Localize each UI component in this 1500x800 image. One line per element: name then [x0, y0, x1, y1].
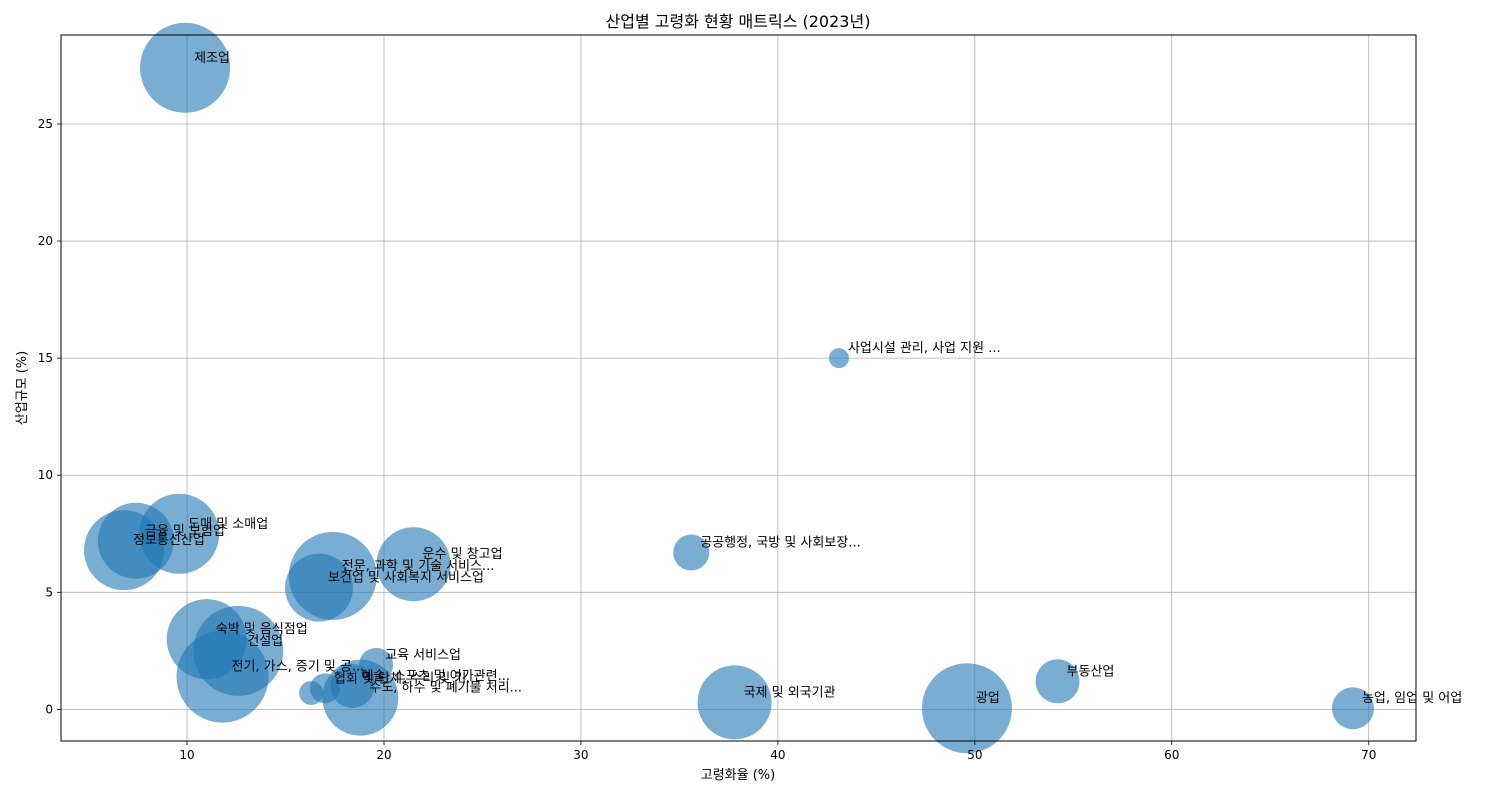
point-label: 보건업 및 사회복지 서비스업	[328, 571, 484, 586]
point-label: 수도, 하수 및 폐기물 처리...	[369, 681, 522, 696]
point-label: 전기, 가스, 증기 및 공...	[231, 660, 364, 675]
point-label: 숙박 및 음식점업	[216, 622, 308, 637]
point-label: 공공행정, 국방 및 사회보장...	[700, 534, 861, 550]
x-tick-label: 40	[770, 748, 785, 762]
point-label: 정보통신산업	[133, 533, 205, 548]
point-label: 제조업	[194, 51, 230, 66]
x-tick-label: 10	[179, 748, 194, 762]
point-label: 교육 서비스업	[385, 648, 461, 663]
bubble-point	[299, 680, 324, 705]
point-label: 금융 및 보험업	[145, 524, 225, 539]
bubble-point	[285, 553, 354, 622]
x-tick-label: 30	[573, 748, 588, 762]
bubble-point	[84, 510, 165, 591]
x-axis-ticks: 10 20 30 40 50 60 70	[179, 741, 1376, 762]
grid-lines	[61, 35, 1416, 741]
bubble-point	[828, 348, 849, 369]
point-label: 국제 및 외국기관	[744, 685, 836, 700]
point-label: 광업	[976, 691, 1000, 706]
x-tick-label: 50	[967, 748, 982, 762]
y-tick-label: 5	[45, 585, 53, 599]
y-axis-ticks: 0 5 10 15 20 25	[38, 117, 61, 716]
plot-frame	[60, 34, 1417, 742]
bubble-point	[176, 630, 269, 723]
x-tick-label: 20	[376, 748, 391, 762]
x-axis-label: 고령화율 (%)	[701, 768, 775, 783]
bubble-point	[140, 22, 231, 113]
chart-title: 산업별 고령화 현황 매트릭스 (2023년)	[606, 12, 871, 31]
bubble-point	[1331, 687, 1374, 730]
bubble-layer	[84, 22, 1374, 754]
point-label: 예술, 스포츠 및 여가관련...	[361, 669, 510, 684]
x-tick-label: 70	[1361, 748, 1376, 762]
point-label: 사업시설 관리, 사업 지원 ...	[848, 341, 1001, 356]
point-label: 협회 및 단체, 수리 및 기...	[334, 671, 479, 686]
y-tick-label: 15	[38, 351, 53, 365]
bubble-point	[697, 665, 772, 740]
point-label: 농업, 임업 및 어업	[1362, 691, 1462, 706]
point-label: 운수 및 창고업	[423, 547, 503, 562]
y-tick-label: 20	[38, 234, 53, 248]
point-label: 건설업	[247, 634, 283, 649]
bubble-point	[322, 659, 399, 736]
y-axis-label: 산업규모 (%)	[15, 351, 30, 425]
bubble-point	[921, 663, 1012, 754]
y-tick-label: 10	[38, 468, 53, 482]
point-label: 도매 및 소매업	[188, 517, 268, 532]
bubble-point	[376, 527, 451, 602]
y-tick-label: 0	[45, 702, 53, 716]
point-label: 부동산업	[1067, 664, 1115, 679]
y-tick-label: 25	[38, 117, 53, 131]
bubble-point	[673, 534, 710, 571]
point-label: 전문, 과학 및 기술 서비스...	[342, 559, 495, 574]
bubble-point	[1035, 659, 1080, 704]
x-tick-label: 60	[1164, 748, 1179, 762]
